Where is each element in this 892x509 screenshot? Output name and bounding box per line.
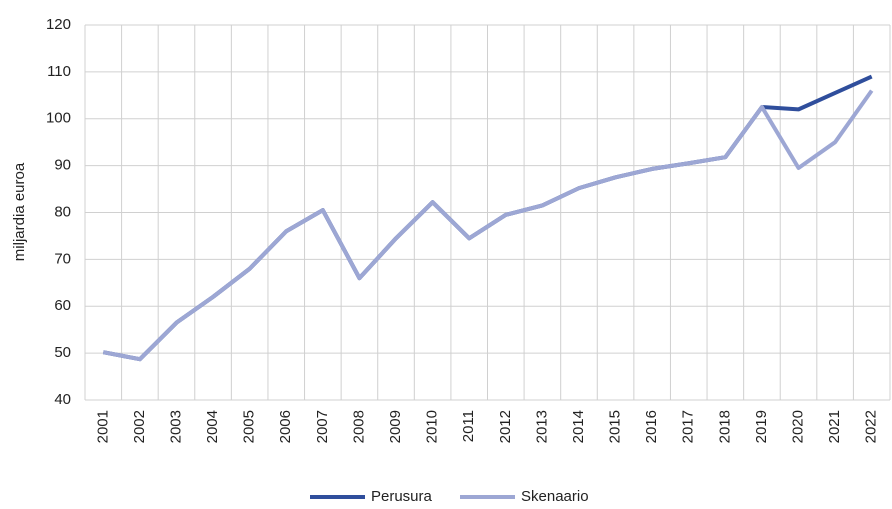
x-tick-label: 2006 [277, 410, 294, 443]
x-tick-label: 2014 [570, 410, 587, 443]
x-tick-label: 2008 [350, 410, 367, 443]
y-tick-label: 80 [54, 203, 71, 220]
y-tick-label: 110 [47, 63, 71, 80]
y-tick-label: 100 [46, 110, 71, 127]
y-tick-label: 70 [54, 250, 71, 267]
x-tick-label: 2011 [460, 410, 477, 442]
x-tick-label: 2016 [643, 410, 660, 443]
x-tick-label: 2018 [716, 410, 733, 443]
x-tick-label: 2009 [387, 410, 404, 443]
x-tick-label: 2003 [167, 410, 184, 443]
y-tick-label: 60 [54, 297, 71, 314]
x-tick-label: 2022 [863, 410, 880, 443]
y-tick-label: 50 [54, 344, 71, 361]
y-axis-label: miljardia euroa [11, 162, 28, 261]
x-tick-label: 2002 [131, 410, 148, 443]
x-tick-label: 2013 [533, 410, 550, 443]
x-tick-label: 2015 [607, 410, 624, 443]
legend-label: Perusura [371, 488, 433, 505]
line-series [102, 89, 874, 362]
x-tick-label: 2019 [753, 410, 770, 443]
x-tick-label: 2012 [497, 410, 514, 443]
y-tick-label: 40 [54, 391, 71, 408]
legend-label: Skenaario [521, 488, 589, 505]
x-tick-label: 2004 [204, 410, 221, 443]
x-tick-label: 2010 [424, 410, 441, 443]
x-tick-label: 2017 [680, 410, 697, 443]
x-tick-label: 2020 [789, 410, 806, 443]
x-tick-label: 2005 [241, 410, 258, 443]
x-tick-label: 2021 [826, 410, 843, 443]
x-tick-label: 2001 [94, 410, 111, 443]
x-tick-label: 2007 [314, 410, 331, 443]
y-tick-label: 120 [46, 16, 71, 33]
y-tick-label: 90 [54, 157, 71, 174]
